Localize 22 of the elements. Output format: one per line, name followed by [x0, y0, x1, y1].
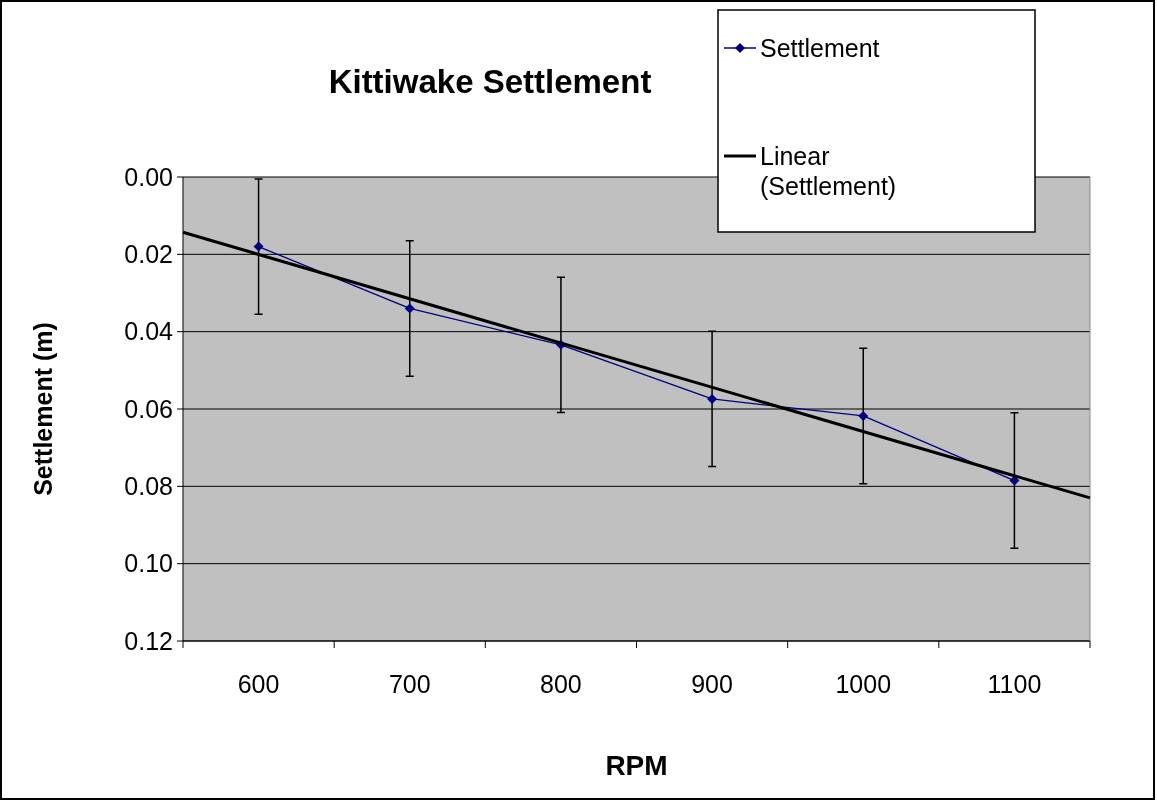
x-tick-label: 700 — [388, 670, 431, 698]
y-tick-label: 0.04 — [124, 317, 174, 346]
y-tick-label: 0.10 — [124, 549, 173, 578]
y-tick-label: 0.00 — [124, 162, 173, 191]
x-tick-label: 600 — [237, 670, 280, 698]
y-tick-label: 0.02 — [124, 240, 173, 269]
chart-title: Kittiwake Settlement — [328, 63, 652, 100]
x-tick-label: 800 — [540, 670, 582, 698]
point — [253, 241, 264, 252]
x-tick-label: 900 — [691, 670, 733, 698]
y-tick-label: 0.12 — [124, 626, 173, 655]
y-axis-title: Settlement (m) — [29, 322, 57, 496]
x-tick-label: 1100 — [987, 670, 1042, 698]
point — [404, 303, 415, 314]
legend-label: Settlement — [760, 33, 880, 62]
x-axis-title: RPM — [605, 750, 668, 781]
legend-label: Linear (Settlement) — [760, 141, 897, 200]
y-tick-label: 0.08 — [124, 472, 173, 501]
x-tick-label: 1000 — [835, 670, 892, 698]
point — [707, 393, 718, 404]
point — [858, 410, 869, 421]
y-tick-label: 0.06 — [124, 394, 173, 423]
